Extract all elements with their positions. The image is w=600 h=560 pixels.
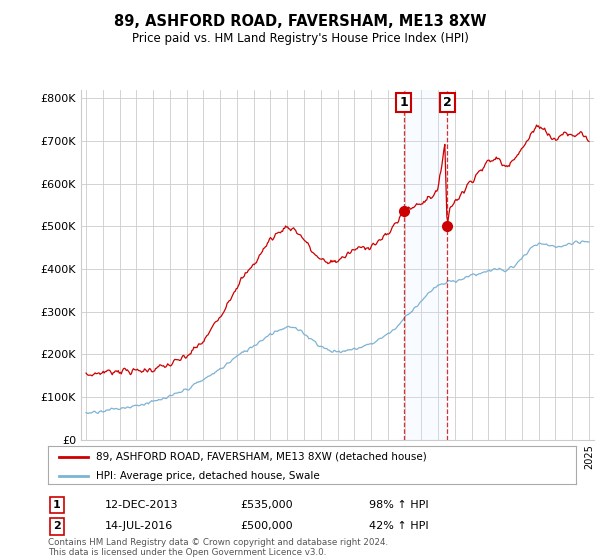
Text: 89, ASHFORD ROAD, FAVERSHAM, ME13 8XW: 89, ASHFORD ROAD, FAVERSHAM, ME13 8XW [114,14,486,29]
Text: 14-JUL-2016: 14-JUL-2016 [105,521,173,531]
Text: £500,000: £500,000 [240,521,293,531]
Text: 2: 2 [53,521,61,531]
Text: £535,000: £535,000 [240,500,293,510]
Text: Price paid vs. HM Land Registry's House Price Index (HPI): Price paid vs. HM Land Registry's House … [131,32,469,45]
Text: 1: 1 [53,500,61,510]
Text: 1: 1 [400,96,408,109]
Text: 89, ASHFORD ROAD, FAVERSHAM, ME13 8XW (detached house): 89, ASHFORD ROAD, FAVERSHAM, ME13 8XW (d… [95,451,426,461]
Text: 12-DEC-2013: 12-DEC-2013 [105,500,179,510]
Text: HPI: Average price, detached house, Swale: HPI: Average price, detached house, Swal… [95,471,319,481]
Text: 2: 2 [443,96,452,109]
Text: 42% ↑ HPI: 42% ↑ HPI [369,521,428,531]
Text: 98% ↑ HPI: 98% ↑ HPI [369,500,428,510]
Bar [404,90,447,440]
Text: Contains HM Land Registry data © Crown copyright and database right 2024.
This d: Contains HM Land Registry data © Crown c… [48,538,388,557]
